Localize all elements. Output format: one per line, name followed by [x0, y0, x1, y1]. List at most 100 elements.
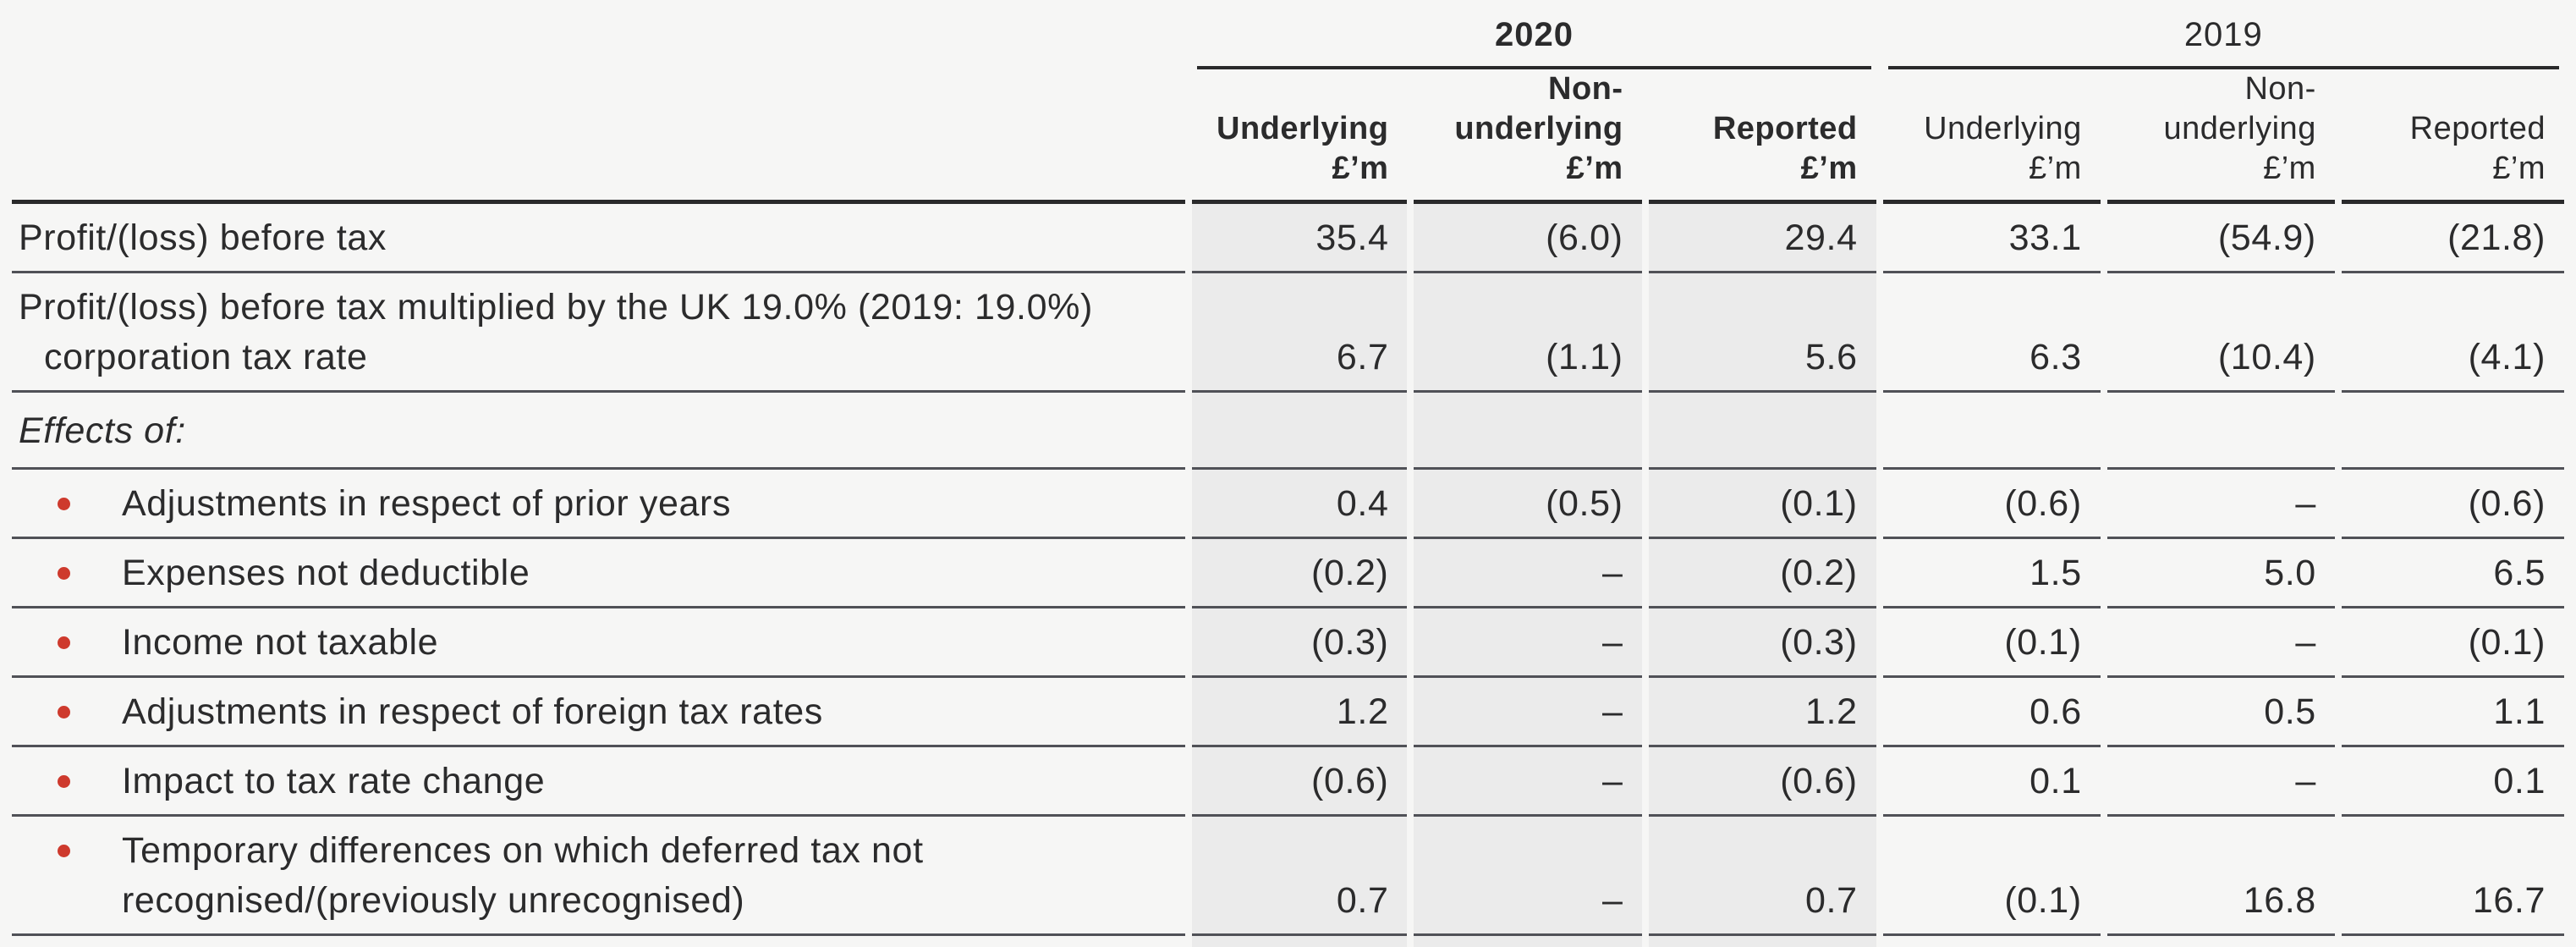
cell-value: (6.0) — [1414, 204, 1642, 273]
cell-value: (0.6) — [1192, 747, 1408, 817]
cell-value: (4.1) — [2341, 273, 2564, 393]
cell-value: 7.7 — [1883, 936, 2101, 947]
table-row-temporary-differences: Temporary differences on which deferred … — [12, 817, 2564, 936]
col-header-non-underlying-2019: Non- underlying £’m — [2106, 69, 2335, 204]
cell-value: 0.7 — [1648, 817, 1876, 936]
bullet-icon — [58, 775, 70, 788]
cell-value: – — [1414, 678, 1642, 747]
cell-value: 0.7 — [1192, 817, 1408, 936]
cell-value: 5.6 — [1648, 273, 1876, 393]
cell-value: (0.2) — [1648, 539, 1876, 608]
bullet-icon — [58, 845, 70, 857]
year-label-2020: 2020 — [1197, 16, 1871, 69]
cell-value: 19.6 — [2342, 936, 2564, 947]
cell-value — [2106, 393, 2335, 470]
table-row-tax-rate-change: Impact to tax rate change (0.6) – (0.6) … — [12, 747, 2564, 817]
bullet-icon — [58, 706, 70, 719]
cell-value: – — [1414, 608, 1642, 678]
cell-value: 1.2 — [1648, 678, 1876, 747]
cell-value: 1.2 — [1192, 678, 1408, 747]
table-row-effects-of: Effects of: — [12, 393, 2564, 470]
cell-value: (0.5) — [1414, 470, 1642, 539]
cell-value: 0.5 — [2106, 678, 2335, 747]
bullet-icon — [58, 567, 70, 580]
row-label: Temporary differences on which deferred … — [12, 817, 1186, 936]
column-header-row: Underlying £’m Non- underlying £’m Repor… — [12, 69, 2564, 204]
tax-reconciliation-table: 2020 2019 Underlying £’m Non- underlying… — [5, 3, 2571, 947]
row-label: Adjustments in respect of foreign tax ra… — [12, 678, 1186, 747]
cell-value: (1.6) — [1414, 936, 1642, 947]
table-row-profit-before-tax: Profit/(loss) before tax 35.4 (6.0) 29.4… — [12, 204, 2564, 273]
cell-value: 6.7 — [1192, 273, 1408, 393]
row-label: Tax charge for the year — [12, 936, 1185, 947]
cell-value: (0.1) — [1882, 608, 2101, 678]
cell-value — [1648, 393, 1876, 470]
row-label: Impact to tax rate change — [12, 747, 1186, 817]
cell-value: 0.1 — [2341, 747, 2564, 817]
cell-value: (0.1) — [1648, 470, 1876, 539]
col-header-underlying-2019: Underlying £’m — [1882, 69, 2101, 204]
year-label-2019: 2019 — [1887, 16, 2559, 69]
row-label: Expenses not deductible — [12, 539, 1186, 608]
cell-value: 0.4 — [1192, 470, 1408, 539]
year-group-2020: 2020 — [1192, 3, 1876, 69]
cell-value: (0.3) — [1192, 608, 1408, 678]
cell-value — [2341, 393, 2564, 470]
bullet-icon — [58, 636, 70, 649]
cell-value: (0.6) — [2341, 470, 2564, 539]
year-header-row: 2020 2019 — [12, 3, 2564, 69]
cell-value: (10.4) — [2106, 273, 2335, 393]
table-row-tax-charge-total: Tax charge for the year 7.9 (1.6) 6.3 7.… — [12, 936, 2564, 947]
cell-value — [1192, 393, 1408, 470]
cell-value: – — [2106, 747, 2335, 817]
table-row-adjustments-prior-years: Adjustments in respect of prior years 0.… — [12, 470, 2564, 539]
cell-value: – — [1414, 539, 1642, 608]
cell-value: – — [1414, 747, 1642, 817]
cell-value: (0.2) — [1192, 539, 1408, 608]
cell-value: – — [1414, 817, 1642, 936]
cell-value: 33.1 — [1882, 204, 2101, 273]
cell-value: 0.6 — [1882, 678, 2101, 747]
cell-value: (1.1) — [1414, 273, 1642, 393]
cell-value: 29.4 — [1648, 204, 1876, 273]
row-label: Profit/(loss) before tax — [12, 204, 1186, 273]
cell-value — [1882, 393, 2101, 470]
cell-value: (0.6) — [1882, 470, 2101, 539]
cell-value: (21.8) — [2341, 204, 2564, 273]
cell-value: 6.3 — [1648, 936, 1876, 947]
label-column-header — [12, 69, 1186, 204]
label-column-header-spacer — [12, 3, 1185, 69]
cell-value: 16.7 — [2341, 817, 2564, 936]
cell-value: 11.9 — [2107, 936, 2335, 947]
cell-value: (0.3) — [1648, 608, 1876, 678]
cell-value: (0.1) — [2341, 608, 2564, 678]
cell-value: (54.9) — [2106, 204, 2335, 273]
cell-value: (0.6) — [1648, 747, 1876, 817]
cell-value: 16.8 — [2106, 817, 2335, 936]
cell-value: 5.0 — [2106, 539, 2335, 608]
col-header-underlying-2020: Underlying £’m — [1192, 69, 1408, 204]
col-header-non-underlying-2020: Non- underlying £’m — [1414, 69, 1642, 204]
row-label: Income not taxable — [12, 608, 1186, 678]
year-group-2019: 2019 — [1883, 3, 2564, 69]
cell-value: – — [2106, 470, 2335, 539]
col-header-reported-2019: Reported £’m — [2341, 69, 2564, 204]
cell-value: 35.4 — [1192, 204, 1408, 273]
cell-value: – — [2106, 608, 2335, 678]
cell-value: 1.1 — [2341, 678, 2564, 747]
row-label: Profit/(loss) before tax multiplied by t… — [12, 273, 1186, 393]
table-row-tax-rate-multiplied: Profit/(loss) before tax multiplied by t… — [12, 273, 2564, 393]
cell-value: 6.3 — [1882, 273, 2101, 393]
bullet-icon — [58, 498, 70, 510]
table-row-expenses-not-deductible: Expenses not deductible (0.2) – (0.2) 1.… — [12, 539, 2564, 608]
cell-value: 6.5 — [2341, 539, 2564, 608]
row-label: Adjustments in respect of prior years — [12, 470, 1186, 539]
cell-value: 7.9 — [1192, 936, 1408, 947]
cell-value: 0.1 — [1882, 747, 2101, 817]
cell-value: (0.1) — [1882, 817, 2101, 936]
row-label: Effects of: — [12, 393, 1186, 470]
col-header-reported-2020: Reported £’m — [1648, 69, 1876, 204]
cell-value — [1414, 393, 1642, 470]
cell-value: 1.5 — [1882, 539, 2101, 608]
table-row-income-not-taxable: Income not taxable (0.3) – (0.3) (0.1) –… — [12, 608, 2564, 678]
